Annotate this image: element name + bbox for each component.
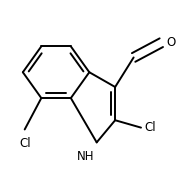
Text: Cl: Cl [19, 137, 31, 150]
Text: O: O [167, 36, 176, 49]
Text: Cl: Cl [145, 121, 156, 134]
Text: NH: NH [77, 150, 95, 163]
